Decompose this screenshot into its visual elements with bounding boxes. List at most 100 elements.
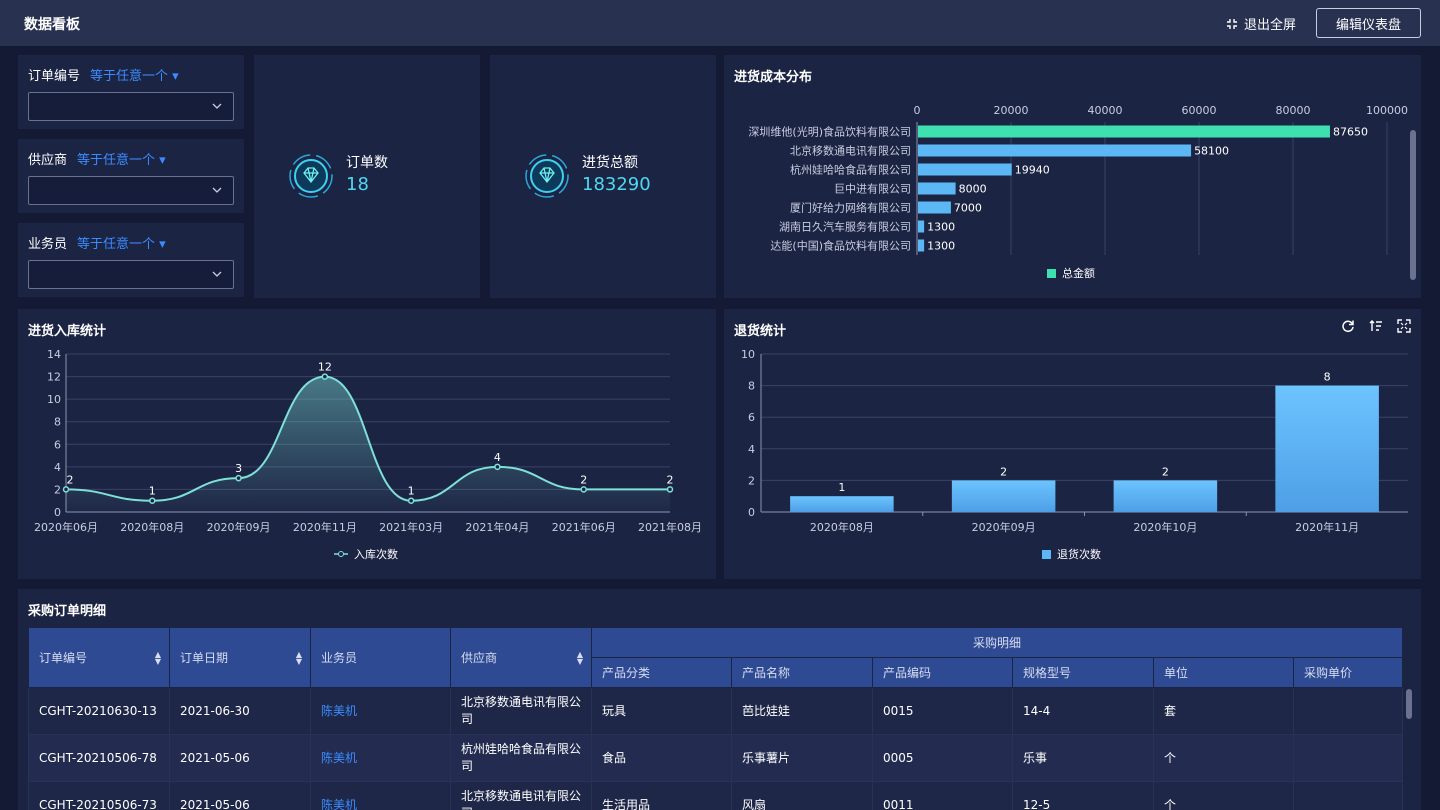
data-label: 4 bbox=[494, 451, 501, 464]
inbound-stats-panel: 进货入库统计 0 2 4 6 8 10 12 14 2 2020年06月 1 2020年08月 3 202… bbox=[18, 309, 716, 579]
data-point bbox=[580, 486, 587, 493]
table-cell[interactable]: 陈美机 bbox=[310, 687, 451, 735]
top-bar: 数据看板 退出全屏 编辑仪表盘 bbox=[0, 0, 1440, 46]
legend[interactable]: 退货次数 bbox=[1042, 546, 1101, 562]
filter-label: 订单编号 bbox=[28, 69, 81, 84]
data-label: 1 bbox=[838, 481, 845, 494]
x-tick-label: 2020年08月 bbox=[120, 520, 184, 534]
x-tick-label: 2020年09月 bbox=[207, 520, 271, 534]
table-cell[interactable]: 陈美机 bbox=[310, 734, 451, 782]
kpi-value: 183290 bbox=[582, 174, 651, 195]
diamond-icon bbox=[525, 154, 569, 198]
table-cell: 0005 bbox=[872, 734, 1013, 782]
cost-distribution-panel: 进货成本分布 0 20000 40000 60000 80000 100000 深圳维他(光… bbox=[724, 55, 1421, 298]
return-bar-chart: 0 2 4 6 8 10 1 2020年08月 2 2020年09月 2 2020年10月 8 2020年… bbox=[741, 348, 1408, 534]
y-tick-label: 14 bbox=[47, 348, 61, 361]
data-label: 1300 bbox=[927, 221, 955, 234]
legend[interactable]: 入库次数 bbox=[334, 546, 398, 562]
chevron-down-icon bbox=[212, 187, 222, 193]
data-point bbox=[666, 486, 674, 493]
column-header-sub[interactable]: 产品编码 bbox=[872, 657, 1013, 688]
column-header-sub[interactable]: 单位 bbox=[1153, 657, 1294, 688]
legend-line-swatch bbox=[334, 551, 348, 557]
return-stats-panel: 退货统计 0 2 4 6 8 10 1 2020年08月 2 2020年09月 2 2020年10月 8… bbox=[724, 309, 1421, 579]
sort-icon[interactable]: ▲ ▼ bbox=[295, 649, 302, 666]
bar bbox=[951, 480, 1056, 512]
fullscreen-icon[interactable] bbox=[1397, 319, 1411, 333]
scrollbar[interactable] bbox=[1410, 130, 1416, 280]
kpi-order-count: 订单数 18 bbox=[254, 55, 480, 298]
table-cell[interactable]: 陈美机 bbox=[310, 781, 451, 810]
y-tick-label: 0 bbox=[748, 506, 755, 519]
data-label: 2 bbox=[1000, 465, 1007, 478]
filter-operator-dropdown[interactable]: 等于任意一个 ▾ bbox=[90, 69, 179, 84]
table-row[interactable]: CGHT-20210630-13 2021-06-30 陈美机 北京移数通电讯有限公司… bbox=[28, 687, 1404, 735]
x-tick-label: 100000 bbox=[1366, 104, 1408, 117]
data-label: 58100 bbox=[1194, 145, 1229, 158]
kpi-label: 进货总额 bbox=[582, 155, 638, 171]
order-no-select[interactable] bbox=[28, 92, 234, 121]
table-scrollbar[interactable] bbox=[1406, 689, 1412, 719]
table-row[interactable]: CGHT-20210506-78 2021-05-06 陈美机 杭州娃哈哈食品有限公司… bbox=[28, 734, 1404, 782]
page-title: 数据看板 bbox=[24, 17, 80, 33]
column-header-order-no[interactable]: 订单编号 ▲ ▼ bbox=[28, 627, 170, 688]
y-tick-label: 厦门好给力网络有限公司 bbox=[790, 201, 911, 215]
bar bbox=[918, 182, 956, 195]
filter-label: 业务员 bbox=[28, 237, 68, 252]
y-tick-label: 8 bbox=[748, 380, 755, 393]
bar bbox=[790, 496, 894, 512]
data-point bbox=[407, 497, 415, 504]
y-tick-label: 6 bbox=[748, 411, 755, 424]
edit-dashboard-button[interactable]: 编辑仪表盘 bbox=[1316, 8, 1421, 38]
legend[interactable]: 总金额 bbox=[1047, 265, 1095, 281]
x-tick-label: 2020年11月 bbox=[293, 520, 357, 534]
exit-fullscreen-button[interactable]: 退出全屏 bbox=[1226, 14, 1296, 33]
table-row[interactable]: CGHT-20210506-732021-05-06陈美机北京移数通电讯有限公司… bbox=[28, 781, 1404, 810]
data-label: 2 bbox=[67, 473, 74, 486]
filter-operator-dropdown[interactable]: 等于任意一个 ▾ bbox=[77, 153, 166, 168]
bar bbox=[1275, 385, 1379, 512]
sort-icon[interactable] bbox=[1369, 319, 1383, 333]
x-tick-label: 20000 bbox=[994, 104, 1029, 117]
salesperson-select[interactable] bbox=[28, 260, 234, 289]
bar bbox=[918, 201, 951, 214]
column-header-sub[interactable]: 产品分类 bbox=[591, 657, 732, 688]
order-detail-table: 订单编号 ▲ ▼ 订单日期 ▲ ▼ 业务员 供应商 ▲ ▼ 采购明细 产品分类 产品名称 产品编… bbox=[28, 627, 1404, 810]
data-point bbox=[235, 474, 242, 482]
sort-icon[interactable]: ▲ ▼ bbox=[154, 649, 161, 666]
y-tick-label: 4 bbox=[54, 461, 61, 474]
column-header-salesperson[interactable]: 业务员 bbox=[310, 627, 451, 688]
series-line bbox=[65, 375, 670, 502]
data-label: 7000 bbox=[954, 202, 982, 215]
column-header-sub[interactable]: 规格型号 bbox=[1012, 657, 1154, 688]
bar bbox=[918, 144, 1192, 157]
x-tick-label: 2020年11月 bbox=[1295, 520, 1359, 534]
panel-title: 进货成本分布 bbox=[734, 70, 813, 85]
supplier-select[interactable] bbox=[28, 176, 234, 205]
y-tick-label: 巨中进有限公司 bbox=[834, 182, 911, 196]
panel-title: 采购订单明细 bbox=[28, 604, 107, 619]
y-tick-label: 2 bbox=[54, 483, 61, 496]
filter-operator-dropdown[interactable]: 等于任意一个 ▾ bbox=[77, 237, 166, 252]
column-header-sub[interactable]: 采购单价 bbox=[1292, 657, 1404, 688]
table-cell: 2021-05-06 bbox=[169, 781, 311, 810]
data-label: 19940 bbox=[1015, 164, 1050, 177]
sort-icon[interactable]: ▲ ▼ bbox=[576, 649, 583, 666]
inbound-line-chart: 0246810121422020年06月12020年08月32020年09月12… bbox=[34, 348, 702, 534]
bar bbox=[1113, 480, 1218, 512]
y-tick-label: 6 bbox=[54, 438, 61, 451]
column-header-sub[interactable]: 产品名称 bbox=[731, 657, 873, 688]
x-tick-label: 80000 bbox=[1276, 104, 1311, 117]
filter-supplier: 供应商 等于任意一个 ▾ bbox=[18, 139, 244, 213]
refresh-icon[interactable] bbox=[1341, 319, 1355, 333]
legend-label: 入库次数 bbox=[354, 548, 398, 561]
y-tick-label: 8 bbox=[54, 416, 61, 429]
table-cell: 玩具 bbox=[591, 687, 732, 735]
column-header-order-date[interactable]: 订单日期 ▲ ▼ bbox=[169, 627, 311, 688]
table-cell: 个 bbox=[1153, 781, 1294, 810]
data-label: 2 bbox=[667, 473, 674, 486]
column-header-supplier[interactable]: 供应商 ▲ ▼ bbox=[450, 627, 592, 688]
y-tick-label: 0 bbox=[54, 506, 61, 519]
x-tick-label: 2021年04月 bbox=[465, 520, 529, 534]
table-cell: 0011 bbox=[872, 781, 1013, 810]
